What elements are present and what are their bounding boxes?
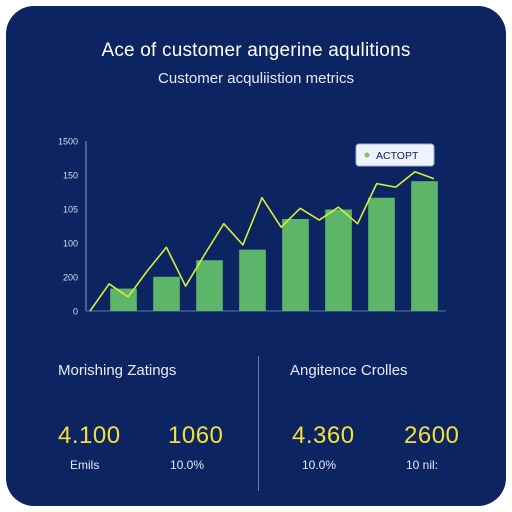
page-title: Ace of customer angerine aqulitions [101, 40, 411, 61]
stat-value: 1060 [168, 422, 224, 449]
stat-label: Emils [70, 458, 100, 472]
chart-card: Ace of customer angerine aqulitions Cust… [6, 6, 506, 506]
chart-bar [110, 288, 137, 311]
stat-value: 2600 [404, 422, 460, 449]
stat-label: 10.0% [170, 458, 205, 472]
y-tick-label: 100 [63, 239, 78, 249]
stat-label: 10.0% [302, 458, 337, 472]
y-tick-label: 0 [73, 307, 78, 317]
trend-line [89, 171, 435, 312]
bars-group [110, 181, 438, 311]
annotation-text: ACTOPT [376, 150, 419, 162]
stats-divider [258, 356, 259, 491]
annotation-dot-icon [364, 152, 370, 158]
y-tick-label: 1500 [58, 137, 78, 147]
chart-bar [282, 218, 309, 311]
chart-bar [368, 197, 395, 311]
annotation-group: ACTOPT [355, 143, 435, 167]
y-tick-label: 150 [63, 171, 78, 181]
chart-bar [239, 249, 266, 311]
right-stats-heading: Angitence Crolles [290, 362, 408, 379]
line-group [89, 171, 435, 312]
page-subtitle: Customer acquliistion metrics [158, 70, 354, 87]
bar-line-chart: 0 200 100 105 150 1500 ACTOPT [58, 137, 446, 317]
stat-label: 10 nil: [406, 458, 439, 472]
chart-bar [411, 181, 438, 311]
left-stats-heading: Morishing Zatings [58, 362, 177, 379]
chart-bar [196, 260, 223, 311]
annotation-box [355, 143, 435, 167]
y-tick-label: 200 [63, 273, 78, 283]
stat-value: 4.360 [292, 422, 355, 449]
y-tick-label: 105 [63, 205, 78, 215]
chart-bar [153, 276, 180, 311]
stat-value: 4.100 [58, 422, 121, 449]
chart-bar [325, 209, 352, 311]
